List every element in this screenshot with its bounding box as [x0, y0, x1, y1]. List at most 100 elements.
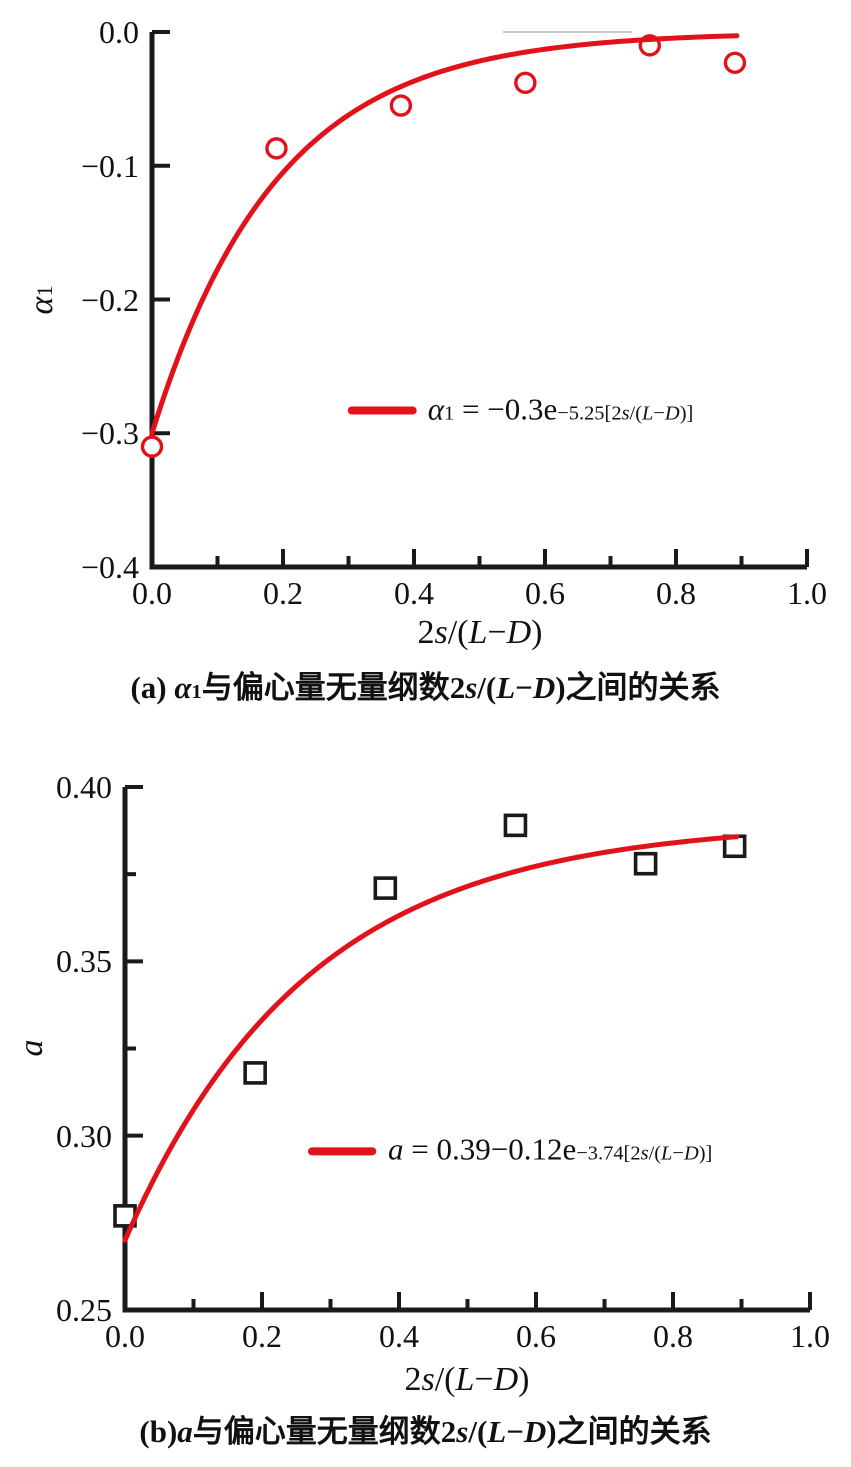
text-segment: −5.25[2 — [557, 402, 622, 424]
text-segment: 与偏心量无量纲数2 — [201, 670, 466, 705]
text-segment: 1 — [444, 402, 455, 424]
text-segment: s — [421, 1361, 435, 1398]
text-segment: )] — [698, 1142, 713, 1165]
text-segment: D — [493, 1361, 519, 1398]
x-tick-label: 0.0 — [132, 577, 172, 609]
text-segment: D — [532, 670, 556, 705]
x-tick-label: 0.4 — [394, 577, 434, 609]
text-segment: L — [468, 614, 488, 651]
text-segment: s — [621, 402, 630, 424]
text-segment: −0.3 — [80, 415, 139, 452]
data-marker-square — [373, 876, 398, 900]
text-segment: )之间的关系 — [555, 670, 721, 705]
x-axis-title: 2s/(L−D) — [404, 1363, 529, 1397]
panel-b: 0.40 0.35 0.30 0.25 0.0 0.2 0.4 0.6 0.8 1.0 a 2s/(L… — [0, 745, 851, 1467]
text-segment: 2 — [417, 614, 435, 651]
text-segment: 0.40 — [56, 769, 112, 805]
text-segment: 1 — [32, 285, 57, 297]
y-tick-label: 0.30 — [56, 1120, 112, 1152]
text-segment: 0.2 — [242, 1318, 282, 1354]
text-segment: s — [456, 1414, 469, 1449]
data-marker-circle — [140, 435, 164, 458]
text-segment: L — [496, 670, 516, 705]
text-segment: L — [642, 402, 654, 424]
panel-a: 0.0 −0.1 −0.2 −0.3 −0.4 0.0 0.2 0.4 0.6 0.8 1.0 α1 2… — [0, 16, 851, 703]
text-segment: ) — [531, 614, 543, 651]
legend-label: a = 0.39−0.12e−3.74[2s/(L−D)] — [388, 1134, 712, 1165]
y-axis-title: α1 — [23, 285, 60, 315]
text-segment: 0.0 — [99, 14, 139, 50]
y-tick-label: 0.40 — [56, 771, 112, 803]
text-segment: −3.74[2 — [576, 1142, 641, 1165]
text-segment: 0.6 — [525, 575, 565, 611]
data-marker-circle — [265, 137, 288, 160]
text-segment: L — [455, 1361, 475, 1398]
legend-label: α1 = −0.3e−5.25[2s/(L−D)] — [428, 393, 694, 424]
fit-curve — [149, 33, 740, 436]
text-segment: α — [23, 296, 60, 315]
text-segment: 1.0 — [790, 1318, 830, 1354]
text-segment: −0.4 — [80, 549, 139, 585]
text-segment: /( — [648, 1142, 662, 1165]
text-segment: − — [474, 1361, 494, 1398]
text-segment: 0.8 — [656, 575, 696, 611]
text-segment: )] — [679, 402, 694, 424]
x-tick-label: 1.0 — [790, 1320, 830, 1352]
text-segment: a — [177, 1414, 193, 1449]
text-segment: 0.30 — [56, 1117, 112, 1154]
x-tick-label: 0.6 — [525, 577, 565, 609]
text-segment: ) — [518, 1361, 530, 1398]
x-tick-label: 0.2 — [242, 1320, 282, 1352]
text-segment: 0.0 — [132, 575, 172, 611]
text-segment: 0.6 — [516, 1318, 556, 1354]
x-tick-label: 0.8 — [656, 577, 696, 609]
y-tick-label: −0.1 — [81, 150, 139, 182]
text-segment: − — [672, 1142, 684, 1165]
text-segment: 与偏心量无量纲数2 — [192, 1414, 457, 1449]
text-segment: = −0.3e — [454, 391, 558, 426]
x-tick-label: 0.2 — [263, 577, 303, 609]
text-segment: 0.8 — [653, 1318, 693, 1354]
text-segment: 1 — [191, 681, 202, 703]
data-marker-circle — [389, 94, 413, 117]
data-marker-square — [633, 851, 658, 876]
text-segment: 1.0 — [787, 575, 827, 611]
x-tick-label: 0.0 — [105, 1320, 145, 1352]
text-segment: s — [434, 614, 448, 651]
y-axis-title: a — [13, 1039, 50, 1057]
y-tick-label: −0.4 — [81, 551, 139, 583]
text-segment: (b) — [139, 1414, 178, 1449]
text-segment: 0.35 — [56, 943, 112, 980]
text-segment: /( — [468, 1414, 488, 1449]
x-tick-label: 1.0 — [787, 577, 827, 609]
x-tick-label: 0.8 — [653, 1320, 693, 1352]
text-segment: 2 — [404, 1361, 422, 1398]
text-segment: D — [664, 402, 680, 424]
text-segment: a — [388, 1131, 404, 1167]
text-segment: 0.4 — [379, 1318, 419, 1354]
text-segment: 0.25 — [56, 1292, 112, 1328]
text-segment: a — [13, 1039, 50, 1057]
text-segment: /( — [447, 614, 469, 651]
data-marker-square — [503, 813, 528, 838]
text-segment: /( — [629, 402, 643, 424]
text-segment: α — [174, 670, 192, 705]
x-tick-label: 0.4 — [379, 1320, 419, 1352]
panel-caption: (a) α1与偏心量无量纲数2s/(L−D)之间的关系 — [0, 672, 851, 703]
text-segment: D — [523, 1414, 547, 1449]
text-segment: 0.2 — [263, 575, 303, 611]
text-segment: − — [653, 402, 665, 424]
data-marker-square — [243, 1061, 267, 1085]
text-segment: − — [487, 614, 507, 651]
x-axis-title: 2s/(L−D) — [417, 616, 542, 650]
data-marker-circle — [723, 51, 747, 74]
text-segment: = 0.39−0.12e — [403, 1131, 577, 1167]
fit-curve — [122, 834, 740, 1243]
text-segment: 0.4 — [394, 575, 434, 611]
text-segment: D — [683, 1142, 699, 1165]
y-tick-label: 0.0 — [99, 16, 139, 48]
axis-frame — [122, 787, 810, 1313]
text-segment: −0.2 — [80, 281, 139, 318]
plot-svg-b — [113, 785, 812, 1313]
